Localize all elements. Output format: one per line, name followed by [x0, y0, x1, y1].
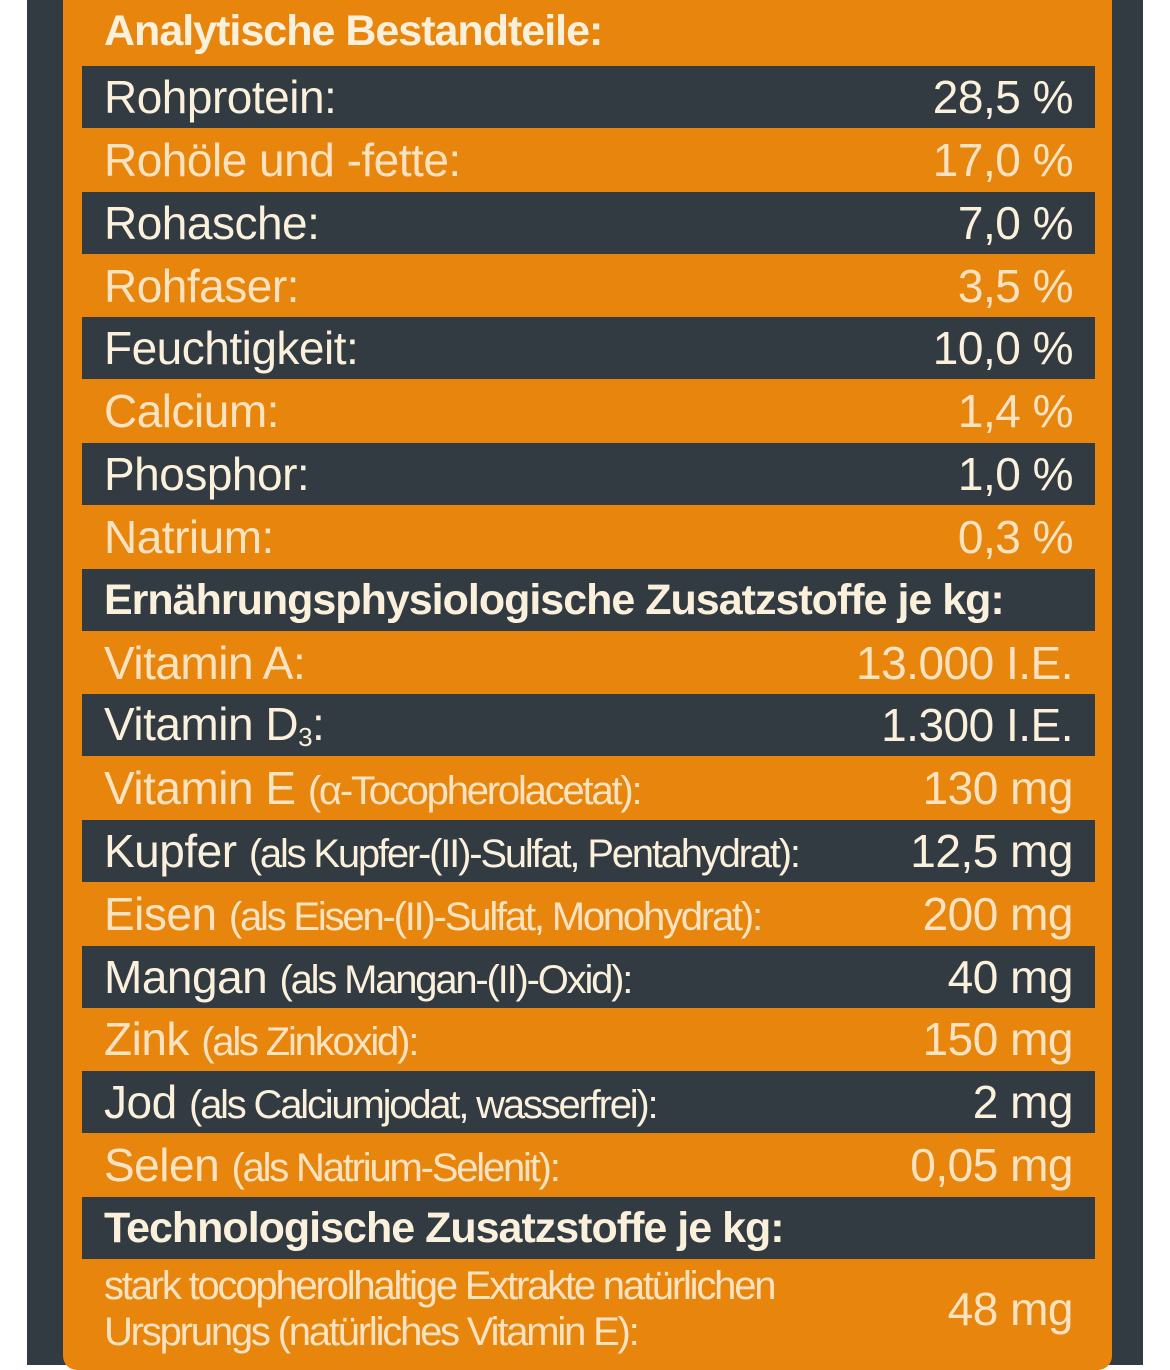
row-label: Calcium: — [104, 385, 279, 437]
row-eisen: Eisen (als Eisen-(II)-Sulfat, Monohydrat… — [82, 883, 1095, 945]
row-label: Feuchtigkeit: — [104, 322, 359, 374]
row-label: Rohprotein: — [104, 71, 337, 123]
row-value: 3,5 % — [957, 260, 1074, 312]
heading-technological-text: Technologische Zusatzstoffe je kg: — [104, 1203, 785, 1252]
row-value: 1.300 I.E. — [881, 699, 1073, 751]
row-value: 7,0 % — [957, 197, 1074, 249]
row-label: Phosphor: — [104, 448, 310, 500]
row-detail: (als Kupfer-(II)-Sulfat, Pentahydrat): — [248, 832, 801, 876]
row-label-group: Vitamin E (α-Tocopherolacetat): — [104, 762, 643, 814]
heading-analytic-text: Analytische Bestandteile: — [104, 6, 603, 55]
row-label: Natrium: — [104, 511, 274, 563]
row-label-group: Jod (als Calciumjodat, wasserfrei): — [104, 1076, 659, 1128]
row-selen: Selen (als Natrium-Selenit): 0,05 mg — [82, 1134, 1095, 1196]
row-rohasche: Rohasche: 7,0 % — [82, 192, 1095, 254]
row-tocopherol: stark tocopherolhaltige Extrakte natürli… — [82, 1259, 1095, 1359]
row-rohprotein: Rohprotein: 28,5 % — [82, 66, 1095, 128]
row-label: Jod — [104, 1076, 177, 1128]
row-label: Zink — [104, 1013, 189, 1065]
row-value: 28,5 % — [932, 71, 1074, 123]
row-label: Rohasche: — [104, 197, 320, 249]
row-label: Eisen — [104, 888, 217, 940]
row-label: Rohöle und -fette: — [104, 134, 461, 186]
row-natrium: Natrium: 0,3 % — [82, 506, 1095, 568]
row-value: 1,4 % — [957, 385, 1074, 437]
row-vitamin-d3: Vitamin D3: 1.300 I.E. — [82, 694, 1095, 756]
row-label: Rohfaser: — [104, 260, 299, 312]
row-label: Vitamin A: — [104, 637, 306, 689]
row-value: 150 mg — [922, 1013, 1074, 1065]
row-calcium: Calcium: 1,4 % — [82, 380, 1095, 442]
row-value: 0,05 mg — [910, 1139, 1073, 1191]
row-label: Selen — [104, 1139, 220, 1191]
row-label: Vitamin E — [104, 762, 296, 814]
row-kupfer: Kupfer (als Kupfer-(II)-Sulfat, Pentahyd… — [82, 820, 1095, 882]
row-detail: (als Eisen-(II)-Sulfat, Monohydrat): — [228, 895, 763, 939]
row-detail: (α-Tocopherolacetat): — [307, 769, 643, 813]
heading-analytic: Analytische Bestandteile: — [82, 0, 1095, 62]
row-vitamin-a: Vitamin A: 13.000 I.E. — [82, 632, 1095, 694]
row-rohoele: Rohöle und -fette: 17,0 % — [82, 129, 1095, 191]
heading-nutritional-text: Ernährungsphysiologische Zusatzstoffe je… — [104, 575, 1005, 624]
row-value: 12,5 mg — [910, 825, 1073, 877]
row-detail: (als Zinkoxid): — [201, 1020, 419, 1064]
subscript: 3 — [298, 721, 313, 752]
row-detail: (als Natrium-Selenit): — [231, 1146, 560, 1190]
row-value: 0,3 % — [957, 511, 1074, 563]
row-label-group: Mangan (als Mangan-(II)-Oxid): — [104, 951, 634, 1003]
heading-technological: Technologische Zusatzstoffe je kg: — [82, 1197, 1095, 1259]
row-label-suffix: : — [312, 697, 325, 750]
row-value: 48 mg — [947, 1283, 1074, 1335]
row-value: 2 mg — [972, 1076, 1074, 1128]
row-label: Vitamin D — [104, 697, 299, 750]
row-label-group: Zink (als Zinkoxid): — [104, 1013, 419, 1065]
row-phosphor: Phosphor: 1,0 % — [82, 443, 1095, 505]
row-label-line2: Ursprungs (natürliches Vitamin E): — [104, 1310, 640, 1354]
row-value: 200 mg — [922, 888, 1074, 940]
row-value: 1,0 % — [957, 448, 1074, 500]
row-label-group: stark tocopherolhaltige Extrakte natürli… — [104, 1263, 776, 1355]
row-label-group: Selen (als Natrium-Selenit): — [104, 1139, 561, 1191]
row-value: 13.000 I.E. — [856, 637, 1074, 689]
row-feuchtigkeit: Feuchtigkeit: 10,0 % — [82, 317, 1095, 379]
row-label-group: Eisen (als Eisen-(II)-Sulfat, Monohydrat… — [104, 888, 763, 940]
row-label-group: Kupfer (als Kupfer-(II)-Sulfat, Pentahyd… — [104, 825, 801, 877]
row-value: 40 mg — [947, 951, 1074, 1003]
row-label: Mangan — [104, 951, 268, 1003]
row-vitamin-e: Vitamin E (α-Tocopherolacetat): 130 mg — [82, 757, 1095, 819]
row-mangan: Mangan (als Mangan-(II)-Oxid): 40 mg — [82, 946, 1095, 1008]
row-zink: Zink (als Zinkoxid): 150 mg — [82, 1008, 1095, 1070]
heading-nutritional: Ernährungsphysiologische Zusatzstoffe je… — [82, 569, 1095, 631]
row-label: Kupfer — [104, 825, 237, 877]
row-value: 10,0 % — [932, 322, 1074, 374]
row-detail: (als Mangan-(II)-Oxid): — [279, 958, 634, 1002]
row-label-group: Vitamin D3: — [104, 697, 325, 752]
row-detail: (als Calciumjodat, wasserfrei): — [188, 1083, 659, 1127]
row-jod: Jod (als Calciumjodat, wasserfrei): 2 mg — [82, 1071, 1095, 1133]
row-value: 130 mg — [922, 762, 1074, 814]
row-label-line1: stark tocopherolhaltige Extrakte natürli… — [104, 1264, 776, 1308]
row-rohfaser: Rohfaser: 3,5 % — [82, 255, 1095, 317]
row-value: 17,0 % — [932, 134, 1074, 186]
